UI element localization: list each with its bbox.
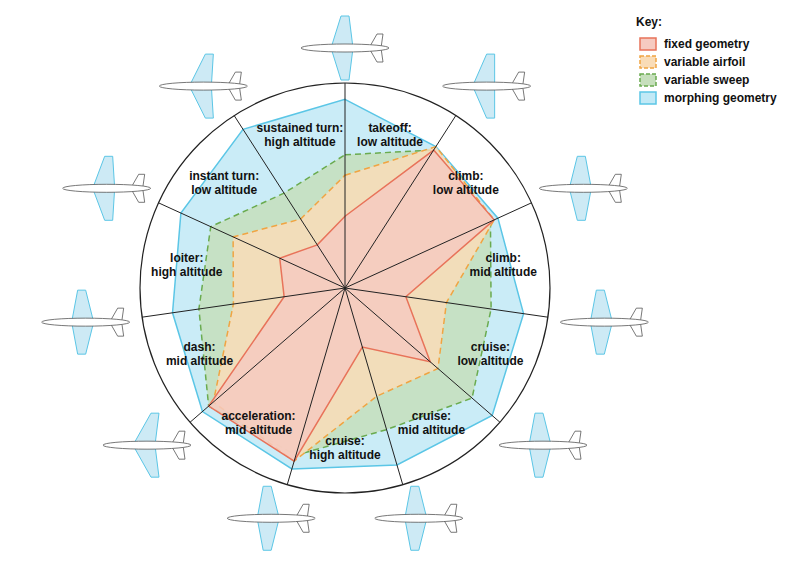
plane-fuselage: [499, 441, 587, 449]
plane-icon: [443, 54, 531, 118]
plane-fuselage: [103, 441, 191, 449]
category-label: dash:mid altitude: [166, 340, 234, 368]
category-label: climb:low altitude: [433, 169, 499, 197]
category-label: loiter:high altitude: [151, 251, 223, 279]
plane-icon: [103, 413, 191, 477]
legend-swatch: [640, 56, 656, 68]
legend-label: morphing geometry: [664, 91, 777, 105]
category-label: acceleration:mid altitude: [222, 409, 296, 437]
plane-fuselage: [539, 184, 627, 192]
spoke: [345, 83, 346, 288]
category-label: climb:mid altitude: [470, 251, 538, 279]
plane-icon: [63, 156, 151, 220]
category-label: cruise:low altitude: [457, 340, 523, 368]
plane-icon: [560, 290, 648, 354]
category-label: cruise:mid altitude: [398, 409, 466, 437]
legend-label: variable sweep: [664, 73, 749, 87]
plane-fuselage: [560, 318, 648, 326]
plane-icon: [539, 156, 627, 220]
plane-fuselage: [42, 318, 130, 326]
legend-swatch: [640, 74, 656, 86]
category-label: cruise:high altitude: [309, 434, 381, 462]
plane-icon: [227, 486, 315, 550]
plane-icon: [375, 486, 463, 550]
plane-fuselage: [375, 514, 463, 522]
spoke: [345, 116, 456, 288]
chart: takeoff:low altitude climb:low altitude cl…: [0, 0, 812, 567]
legend-label: fixed geometry: [664, 37, 750, 51]
plane-icon: [42, 290, 130, 354]
legend: Key:fixed geometry variable airfoil variab…: [636, 15, 777, 105]
range-ring: [140, 83, 550, 493]
spoke: [345, 288, 548, 317]
category-labels: takeoff:low altitude climb:low altitude cl…: [151, 121, 537, 462]
plane-icon: [301, 16, 389, 80]
spoke: [142, 288, 345, 317]
spoke: [234, 116, 345, 288]
plane-fuselage: [63, 184, 151, 192]
legend-swatch: [640, 38, 656, 50]
plane-fuselage: [301, 44, 389, 52]
category-label: sustained turn:high altitude: [257, 121, 344, 149]
plane-fuselage: [227, 514, 315, 522]
plane-fuselage: [159, 82, 247, 90]
category-label: instant turn:low altitude: [189, 169, 259, 197]
plane-icons: [42, 16, 649, 550]
plane-icon: [499, 413, 587, 477]
legend-title: Key:: [636, 15, 662, 29]
spokes: [142, 83, 548, 485]
series-area: [173, 99, 524, 469]
plane-icon: [159, 54, 247, 118]
category-label: takeoff:low altitude: [357, 121, 423, 149]
legend-swatch: [640, 92, 656, 104]
plane-fuselage: [443, 82, 531, 90]
legend-label: variable airfoil: [664, 55, 745, 69]
plot-area: [173, 99, 524, 469]
